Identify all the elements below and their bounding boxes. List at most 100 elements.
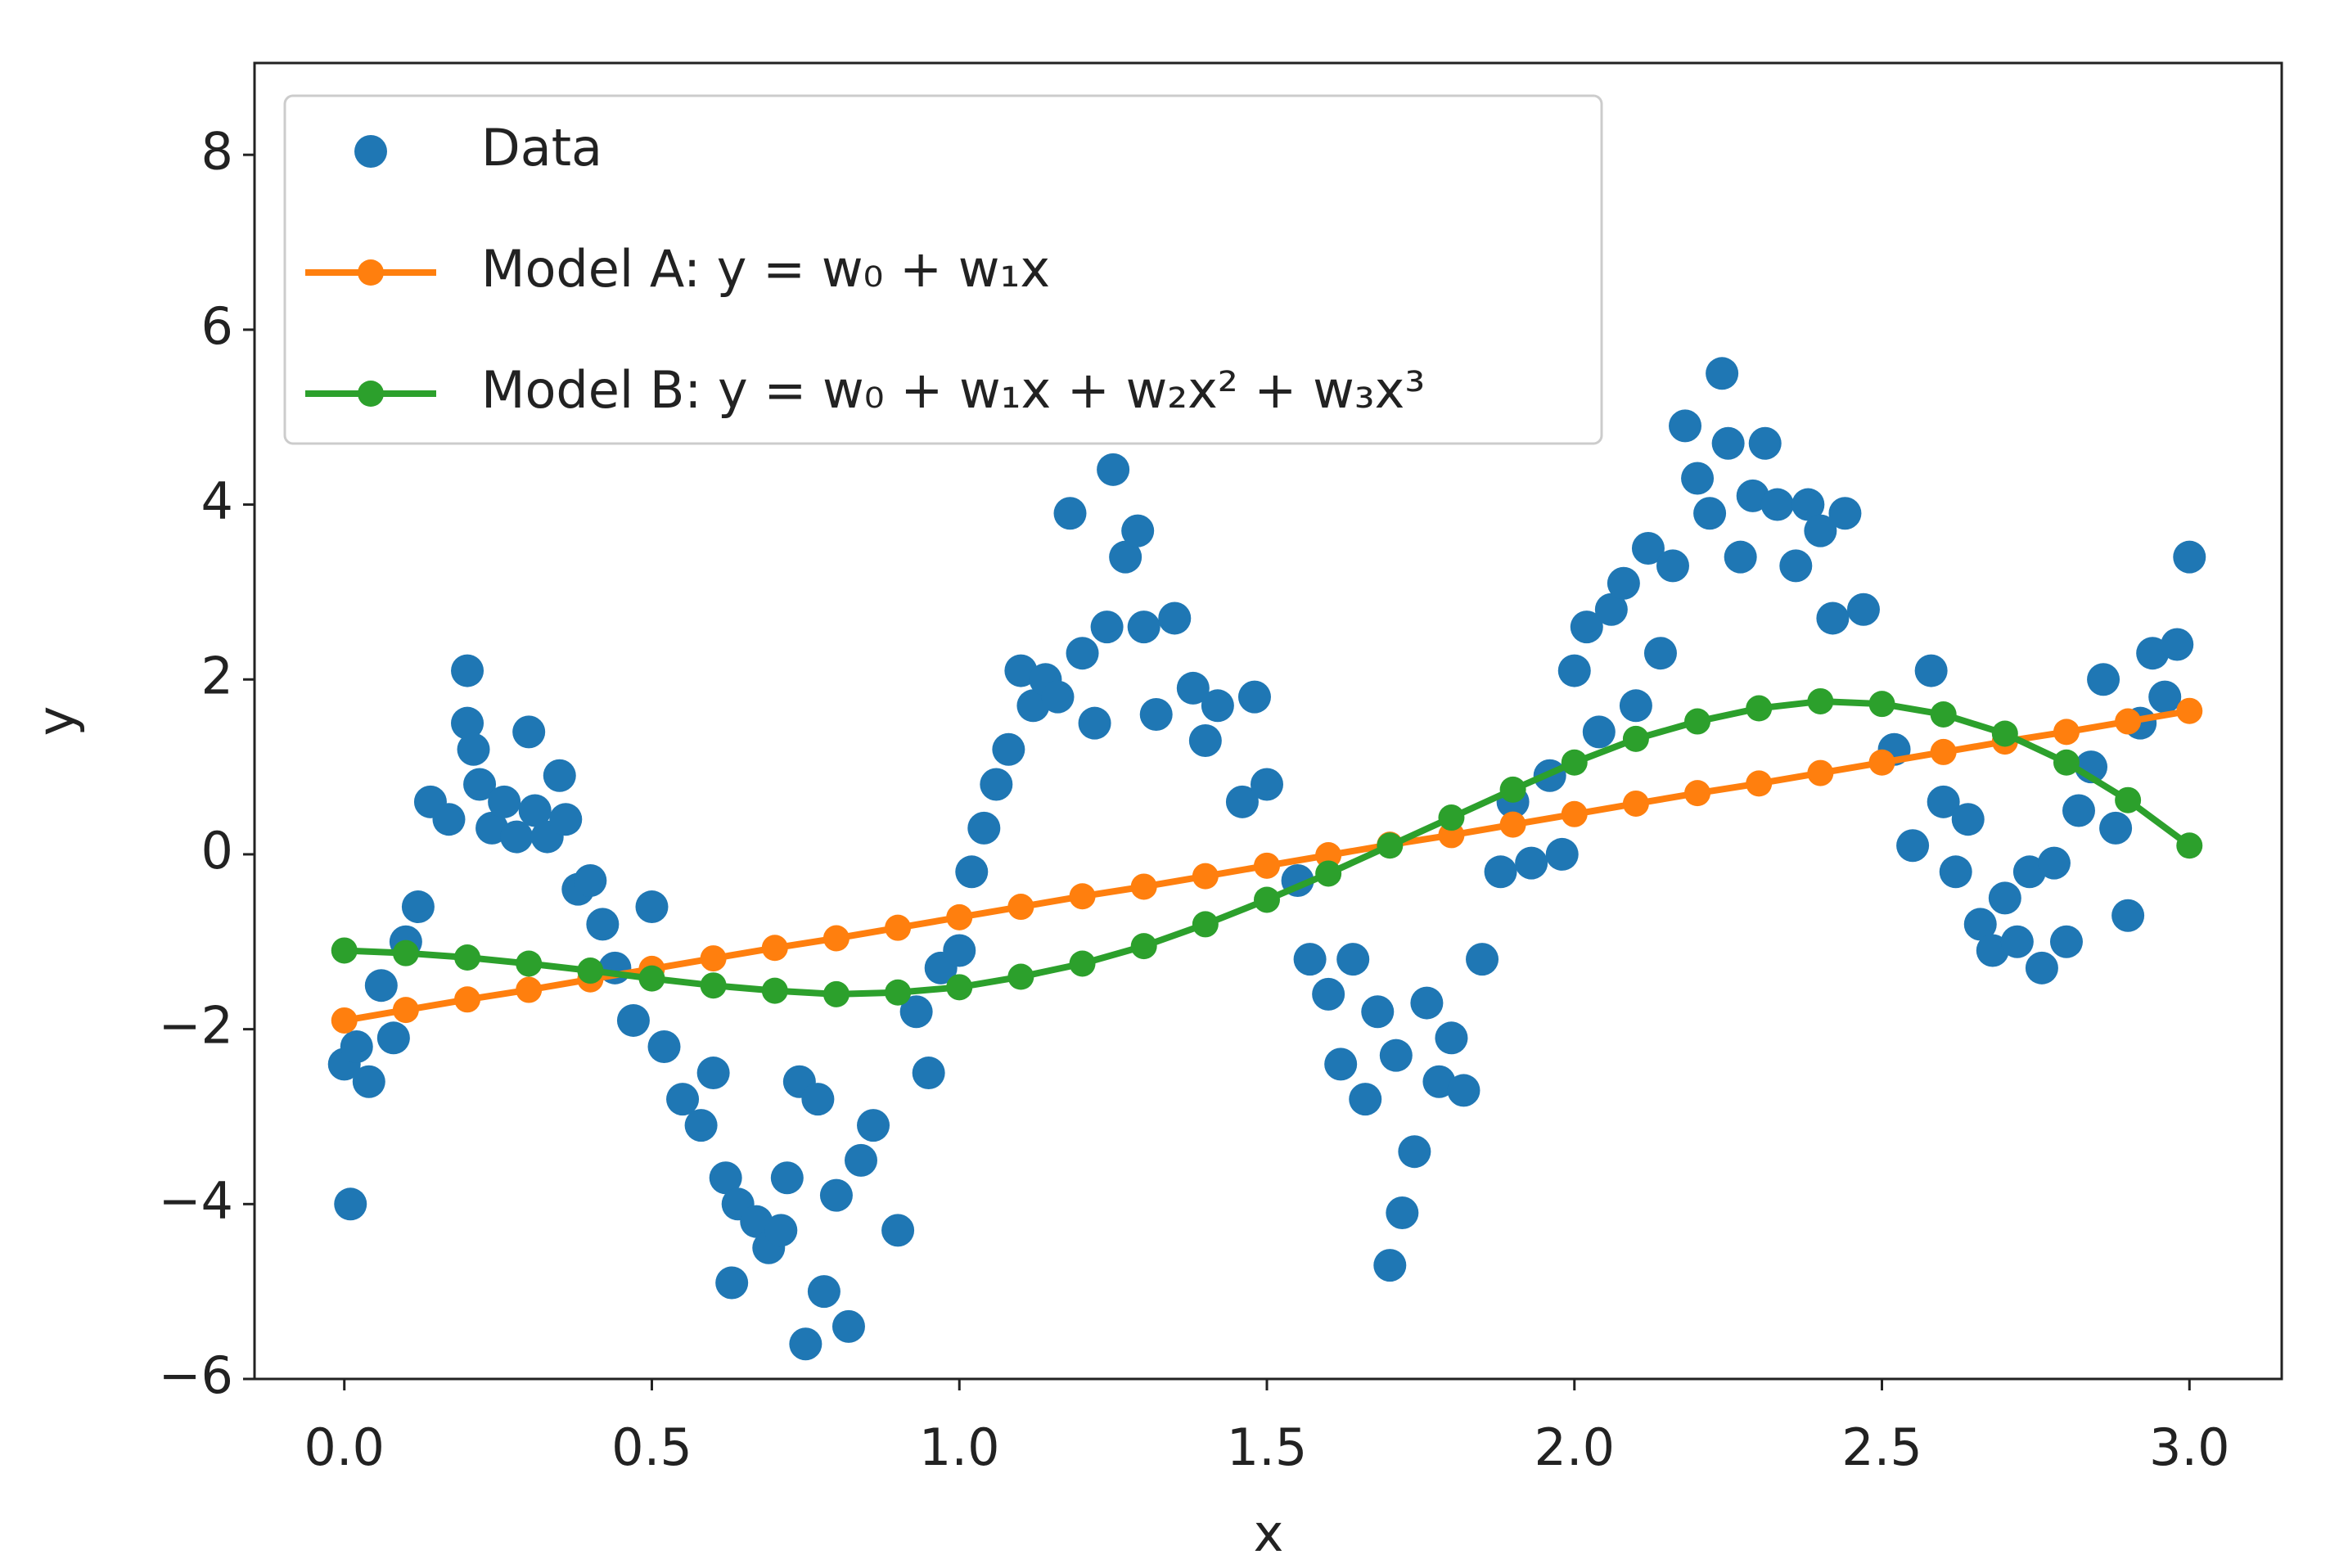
line-marker	[1561, 749, 1588, 776]
data-point	[1386, 1196, 1419, 1229]
data-point	[1846, 593, 1880, 626]
data-point	[955, 855, 989, 889]
data-point	[1435, 1021, 1468, 1055]
data-point	[1158, 602, 1192, 635]
line-marker	[2053, 749, 2080, 776]
line-marker	[1499, 776, 1526, 803]
data-point	[2025, 951, 2058, 985]
data-point	[647, 1030, 681, 1063]
line-marker	[761, 977, 788, 1004]
data-point	[831, 1309, 865, 1343]
legend-label: Data	[481, 118, 602, 178]
data-point	[2136, 637, 2170, 670]
data-point	[1619, 689, 1652, 723]
data-point	[457, 732, 490, 766]
data-point	[432, 803, 466, 836]
data-point	[1041, 680, 1075, 714]
data-point	[1693, 497, 1727, 530]
data-point	[1779, 549, 1813, 583]
legend-marker	[358, 381, 384, 407]
data-point	[1349, 1083, 1382, 1116]
data-point	[1939, 855, 1972, 889]
data-point	[1963, 908, 1997, 941]
x-tick-label: 0.5	[611, 1417, 692, 1477]
line-marker	[1684, 780, 1711, 807]
legend-label: Model B: y = w₀ + w₁x + w₂x² + w₃x³	[481, 360, 1425, 420]
line-marker	[1807, 759, 1834, 786]
data-point	[518, 794, 552, 827]
data-point	[992, 732, 1025, 766]
data-point	[770, 1161, 804, 1195]
x-tick-label: 2.5	[1841, 1417, 1922, 1477]
x-tick-label: 0.0	[304, 1417, 385, 1477]
line-marker	[1253, 852, 1280, 879]
y-tick-label: 6	[201, 296, 233, 356]
data-point	[1760, 488, 1794, 521]
data-point	[1914, 654, 1948, 687]
data-point	[1410, 986, 1444, 1020]
data-point	[334, 1187, 367, 1221]
data-point	[801, 1083, 835, 1116]
legend-label: Model A: y = w₀ + w₁x	[481, 239, 1050, 299]
data-point	[2087, 663, 2120, 696]
data-point	[1225, 785, 1259, 818]
y-tick-label: 4	[201, 471, 233, 531]
data-point	[616, 1003, 650, 1037]
line-marker	[1930, 701, 1957, 728]
line-marker	[1561, 800, 1588, 827]
data-point	[1447, 1074, 1480, 1107]
y-tick-label: 8	[201, 121, 233, 181]
data-point	[1976, 934, 2009, 967]
data-point	[967, 811, 1001, 845]
data-point	[2173, 540, 2206, 574]
data-point	[1594, 593, 1628, 626]
line-marker	[885, 914, 912, 941]
data-point	[1466, 943, 1499, 976]
line-marker	[822, 925, 850, 952]
data-point	[1656, 549, 1689, 583]
data-point	[807, 1275, 841, 1309]
line-marker	[1315, 842, 1342, 869]
line-marker	[2115, 708, 2142, 735]
plot-area	[327, 357, 2206, 1361]
line-marker	[946, 903, 973, 930]
data-point	[1053, 497, 1087, 530]
y-tick-label: −2	[159, 996, 233, 1056]
data-point	[2049, 925, 2083, 958]
line-marker	[1007, 963, 1034, 990]
data-point	[2037, 846, 2071, 880]
data-point	[764, 1214, 798, 1247]
data-point	[340, 1030, 373, 1063]
data-point	[2012, 855, 2046, 889]
data-point	[1237, 680, 1271, 714]
data-point	[475, 811, 509, 845]
x-tick-label: 1.5	[1227, 1417, 1308, 1477]
data-point	[789, 1327, 822, 1361]
data-point	[1988, 881, 2021, 915]
data-point	[451, 706, 484, 740]
data-point	[1016, 689, 1050, 723]
line-marker	[1868, 691, 1895, 718]
data-point	[943, 934, 976, 967]
data-point	[740, 1205, 773, 1238]
data-point	[451, 654, 484, 687]
data-point	[1127, 611, 1160, 644]
data-point	[1736, 479, 1769, 512]
line-marker	[1499, 811, 1526, 838]
line-marker	[1622, 725, 1649, 752]
line-marker	[885, 979, 912, 1006]
line-marker	[1684, 708, 1711, 735]
data-point	[1927, 785, 1960, 818]
data-point	[1201, 689, 1234, 723]
plot-frame	[253, 61, 2283, 1381]
line-marker	[516, 976, 543, 1003]
x-tick-label: 1.0	[919, 1417, 1000, 1477]
data-point	[1545, 837, 1579, 871]
data-point	[1804, 514, 1837, 547]
data-point	[1336, 943, 1370, 976]
line-marker	[392, 997, 419, 1024]
line-marker	[331, 937, 358, 964]
data-point	[1379, 1039, 1413, 1072]
data-point	[1097, 453, 1130, 486]
